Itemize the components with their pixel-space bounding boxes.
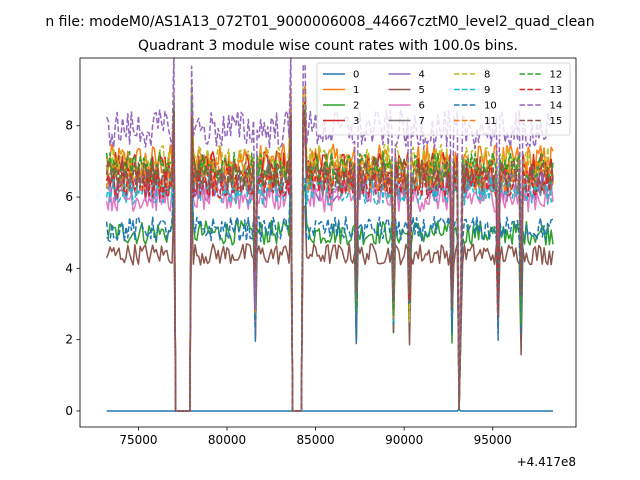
- legend-label-6: 6: [419, 101, 425, 112]
- legend-label-8: 8: [484, 70, 490, 81]
- series-layer: [105, 58, 554, 412]
- legend-label-14: 14: [550, 101, 563, 112]
- y-tick-label-4: 8: [65, 119, 73, 133]
- x-tick-label-2: 85000: [297, 433, 335, 447]
- y-tick-label-2: 4: [65, 261, 73, 275]
- legend-box: [316, 62, 571, 136]
- plot-frame: [79, 57, 577, 428]
- x-tick-label-1: 80000: [208, 433, 246, 447]
- legend-label-0: 0: [353, 70, 359, 81]
- series-line-0: [106, 408, 553, 412]
- series-line-15: [105, 104, 554, 412]
- legend-label-12: 12: [550, 70, 563, 81]
- x-tick-label-0: 75000: [119, 433, 157, 447]
- y-tick-label-3: 6: [65, 190, 73, 204]
- legend-label-4: 4: [419, 70, 425, 81]
- y-tick-label-0: 0: [65, 404, 73, 418]
- x-offset-label: +4.417e8: [517, 455, 576, 469]
- x-tick-label-4: 95000: [474, 433, 512, 447]
- axes-layer: 75000 80000 85000 90000 95000 0 2 4 6 8: [65, 57, 577, 447]
- y-tick-label-1: 2: [65, 333, 73, 347]
- legend-label-1: 1: [353, 85, 359, 96]
- series-line-10: [105, 168, 554, 412]
- chart-title: Quadrant 3 module wise count rates with …: [138, 38, 518, 54]
- x-tick-label-3: 90000: [385, 433, 423, 447]
- legend-label-3: 3: [353, 116, 359, 127]
- legend-label-10: 10: [484, 101, 497, 112]
- legend-label-9: 9: [484, 85, 490, 96]
- series-line-13: [105, 112, 554, 412]
- legend-label-11: 11: [484, 116, 497, 127]
- legend-label-15: 15: [550, 116, 563, 127]
- chart-suptitle: n file: modeM0/AS1A13_072T01_9000006008_…: [45, 14, 594, 30]
- legend-label-5: 5: [419, 85, 425, 96]
- legend-label-7: 7: [419, 116, 425, 127]
- legend-label-2: 2: [353, 101, 359, 112]
- legend-label-13: 13: [550, 85, 563, 96]
